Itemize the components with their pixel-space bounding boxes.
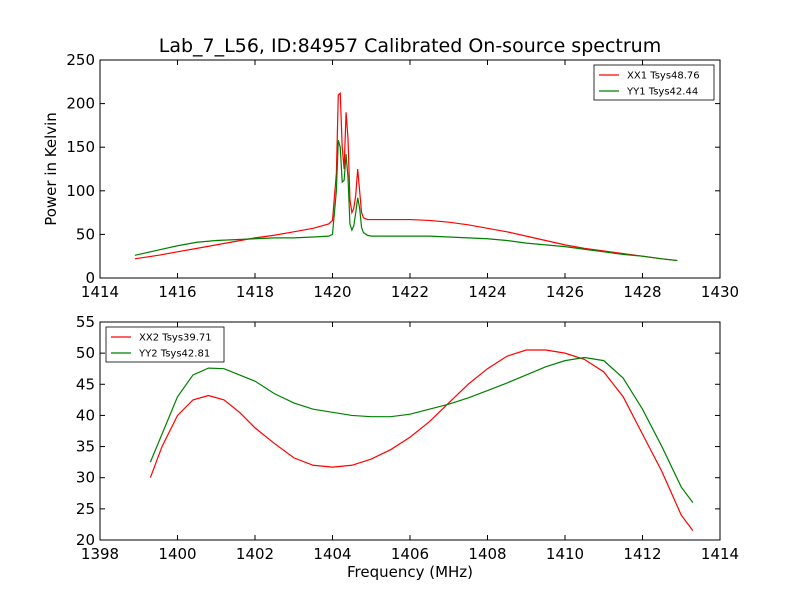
- legend-box: [105, 326, 225, 363]
- legend-label: YY1 Tsys42.44: [626, 87, 698, 98]
- y-tick-label: 30: [76, 469, 95, 487]
- y-tick-label: 200: [66, 95, 95, 113]
- top-plot-frame: [99, 59, 721, 279]
- x-tick-label: 1406: [391, 545, 429, 563]
- legend-label: XX1 Tsys48.76: [627, 71, 700, 82]
- x-tick-label: 1422: [391, 283, 429, 301]
- x-tick-label: 1420: [313, 283, 351, 301]
- y-tick-label: 0: [85, 269, 95, 287]
- top-plot-ylabel: Power in Kelvin: [42, 112, 60, 226]
- y-tick-label: 250: [66, 51, 95, 69]
- top-plot: 1414 1416 1418 1420 1422 1424 1426 1428 1430 0 50 1…: [42, 51, 739, 301]
- series-line-xx: [149, 349, 694, 532]
- y-tick-label: 100: [66, 182, 95, 200]
- y-tick-label: 35: [76, 438, 95, 456]
- bottom-plot-ticks: 1398 1400 1402 1404 1406 1408 1410 1412 1414 20 25…: [76, 313, 739, 563]
- legend-label: YY2 Tsys42.81: [138, 349, 210, 360]
- bottom-plot-frame: [99, 321, 721, 541]
- x-tick-label: 1400: [158, 545, 196, 563]
- x-tick-label: 1424: [468, 283, 506, 301]
- top-plot-ticks: 1414 1416 1418 1420 1422 1424 1426 1428 1430 0 50 1…: [66, 51, 739, 301]
- y-tick-label: 25: [76, 500, 95, 518]
- x-tick-label: 1412: [623, 545, 661, 563]
- series-line-yy: [134, 140, 678, 262]
- y-tick-label: 50: [76, 344, 95, 362]
- x-tick-label: 1402: [236, 545, 274, 563]
- top-plot-series-group: [134, 91, 678, 262]
- x-tick-label: 1414: [81, 283, 119, 301]
- x-tick-label: 1428: [623, 283, 661, 301]
- y-tick-label: 20: [76, 531, 95, 549]
- x-axis-label: Frequency (MHz): [347, 563, 473, 581]
- y-tick-label: 150: [66, 138, 95, 156]
- chart-title: Lab_7_L56, ID:84957 Calibrated On-source…: [159, 35, 661, 57]
- legend-box: [593, 64, 715, 101]
- x-tick-label: 1430: [701, 283, 739, 301]
- bottom-plot: 1398 1400 1402 1404 1406 1408 1410 1412 1414 20 25…: [76, 313, 739, 563]
- y-tick-label: 55: [76, 313, 95, 331]
- x-tick-label: 1408: [468, 545, 506, 563]
- series-line-xx: [134, 91, 678, 262]
- x-tick-label: 1414: [701, 545, 739, 563]
- y-tick-label: 50: [76, 225, 95, 243]
- x-tick-label: 1398: [81, 545, 119, 563]
- y-tick-label: 45: [76, 375, 95, 393]
- bottom-plot-legend: XX2 Tsys39.71 YY2 Tsys42.81: [105, 326, 225, 363]
- legend-label: XX2 Tsys39.71: [139, 333, 212, 344]
- x-tick-label: 1418: [236, 283, 274, 301]
- top-plot-legend: XX1 Tsys48.76 YY1 Tsys42.44: [593, 64, 715, 101]
- x-tick-label: 1404: [313, 545, 351, 563]
- series-line-yy: [149, 356, 694, 503]
- x-tick-label: 1426: [546, 283, 584, 301]
- y-tick-label: 40: [76, 406, 95, 424]
- x-tick-label: 1410: [546, 545, 584, 563]
- bottom-plot-series-group: [149, 349, 694, 532]
- x-tick-label: 1416: [158, 283, 196, 301]
